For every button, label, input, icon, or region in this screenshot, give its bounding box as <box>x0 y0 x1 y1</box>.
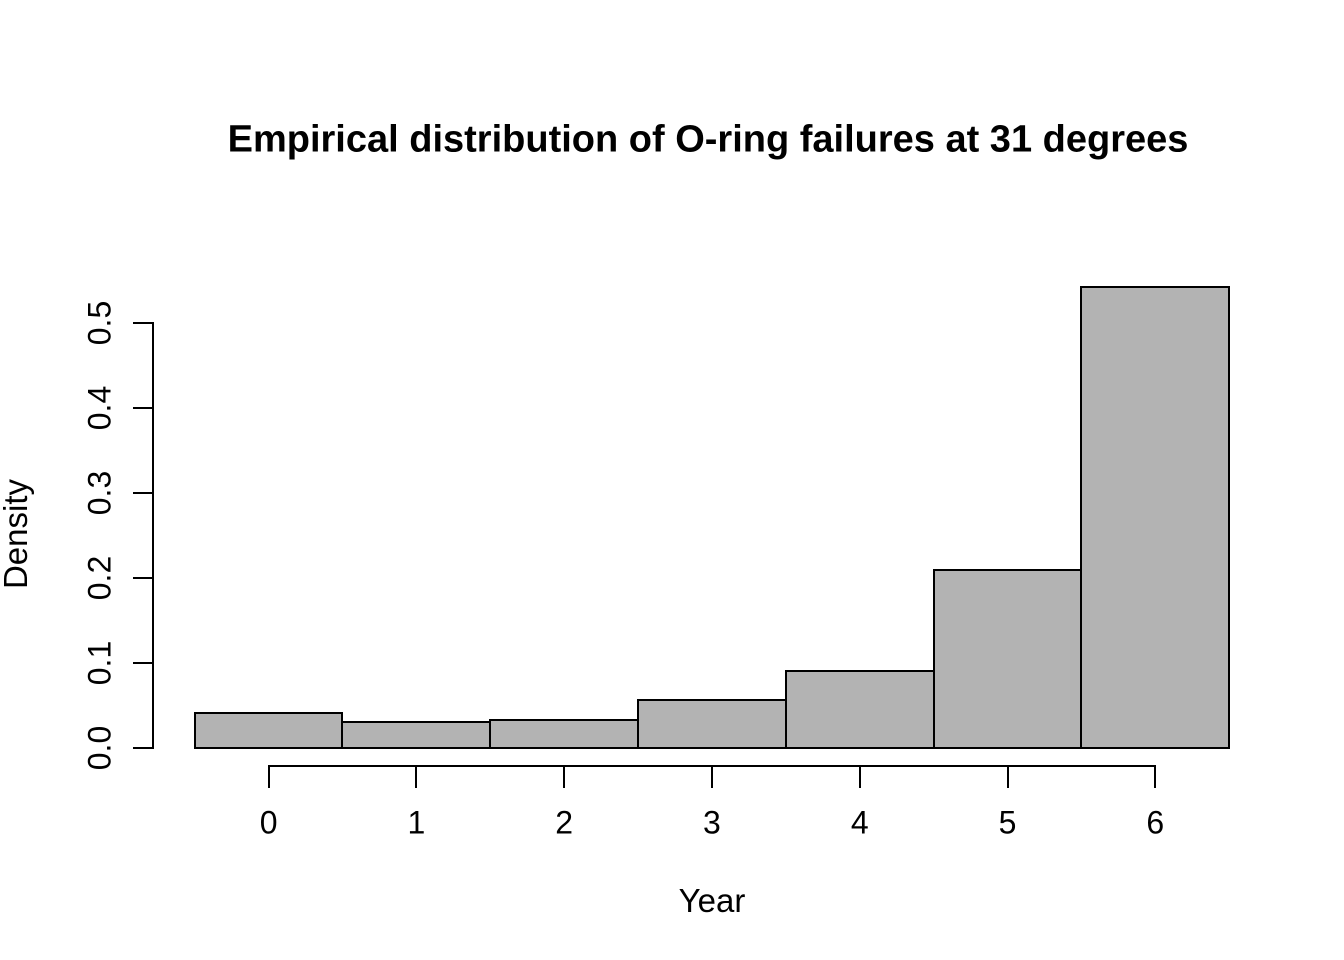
chart-title: Empirical distribution of O-ring failure… <box>227 118 1189 161</box>
y-tick-mark <box>133 492 153 494</box>
y-tick-mark <box>133 577 153 579</box>
x-tick-mark <box>415 766 418 788</box>
y-axis-line <box>152 322 154 749</box>
histogram-bar <box>489 718 640 749</box>
x-tick-label: 1 <box>407 804 426 841</box>
x-tick-label: 4 <box>850 804 869 841</box>
x-tick-label: 0 <box>259 804 278 841</box>
x-tick-label: 3 <box>703 804 721 841</box>
histogram-bar <box>932 569 1083 749</box>
y-tick-label: 0.1 <box>81 640 118 686</box>
x-tick-mark <box>1006 766 1009 788</box>
x-tick-label: 5 <box>998 804 1017 841</box>
y-tick-mark <box>133 662 153 664</box>
y-axis-title: Density <box>0 478 34 590</box>
x-tick-label: 2 <box>555 804 574 841</box>
x-tick-mark <box>563 766 566 788</box>
histogram-bar <box>637 698 787 749</box>
x-tick-mark <box>710 766 713 788</box>
y-tick-mark <box>133 407 153 409</box>
y-tick-label: 0.5 <box>81 300 118 346</box>
x-axis-title: Year <box>678 882 746 919</box>
x-tick-mark <box>267 766 270 788</box>
y-tick-label: 0.3 <box>81 470 118 516</box>
y-tick-mark <box>133 747 153 749</box>
x-tick-label: 6 <box>1146 804 1165 841</box>
histogram-bar <box>784 669 935 749</box>
histogram-bar <box>341 720 492 749</box>
x-tick-mark <box>1154 766 1157 788</box>
y-tick-mark <box>133 322 153 324</box>
y-tick-label: 0.4 <box>81 385 118 431</box>
histogram-bar <box>1080 286 1231 749</box>
x-tick-mark <box>858 766 861 788</box>
histogram-bar <box>193 712 344 749</box>
y-tick-label: 0.0 <box>81 725 118 771</box>
y-tick-label: 0.2 <box>81 555 118 601</box>
